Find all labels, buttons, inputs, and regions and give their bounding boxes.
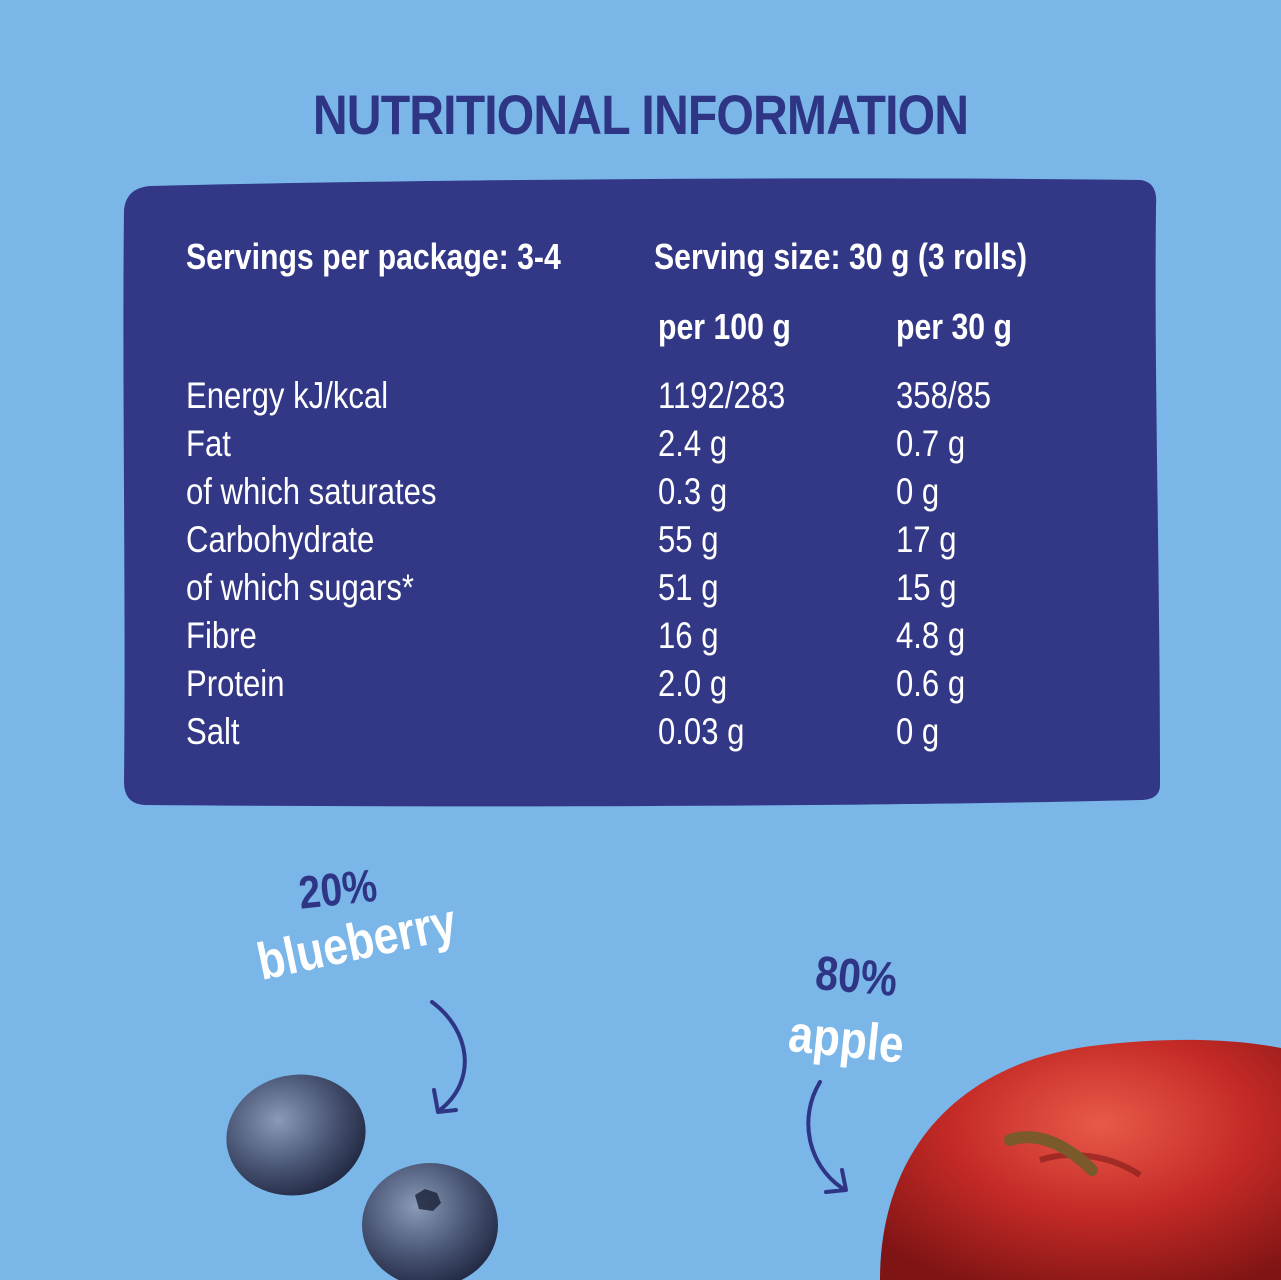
serving-size: Serving size: 30 g (3 rolls) bbox=[654, 236, 1028, 277]
nutrient-rows: Energy kJ/kcal 1192/283 358/85 Fat 2.4 g… bbox=[186, 372, 1106, 756]
nutrient-per100: 0.03 g bbox=[658, 711, 745, 752]
nutrient-name: Protein bbox=[186, 663, 285, 704]
nutrient-per30: 4.8 g bbox=[896, 615, 966, 656]
nutrient-per30: 17 g bbox=[896, 519, 957, 560]
table-row: Energy kJ/kcal 1192/283 358/85 bbox=[186, 372, 1106, 420]
table-row: Fat 2.4 g 0.7 g bbox=[186, 420, 1106, 468]
table-row: Salt 0.03 g 0 g bbox=[186, 708, 1106, 756]
nutrient-per30: 0 g bbox=[896, 711, 940, 752]
nutrient-per30: 0.6 g bbox=[896, 663, 966, 704]
nutrient-per100: 1192/283 bbox=[658, 375, 786, 416]
nutrient-per30: 0.7 g bbox=[896, 423, 966, 464]
nutrient-per100: 0.3 g bbox=[658, 471, 728, 512]
nutrient-per30: 15 g bbox=[896, 567, 957, 608]
nutrient-name: Energy kJ/kcal bbox=[186, 375, 389, 416]
nutrient-per100: 2.0 g bbox=[658, 663, 728, 704]
blueberry-icon bbox=[226, 1074, 498, 1280]
column-header-per100: per 100 g bbox=[658, 306, 791, 347]
blueberry-arrow-icon bbox=[430, 1000, 467, 1114]
apple-arrow-icon bbox=[806, 1080, 848, 1194]
nutrient-per30: 0 g bbox=[896, 471, 940, 512]
nutrient-name: Fat bbox=[186, 423, 231, 464]
table-row: of which saturates 0.3 g 0 g bbox=[186, 468, 1106, 516]
nutrient-per100: 51 g bbox=[658, 567, 719, 608]
nutrient-name: of which sugars* bbox=[186, 567, 415, 608]
nutrient-per100: 2.4 g bbox=[658, 423, 728, 464]
nutrient-name: of which saturates bbox=[186, 471, 437, 512]
table-row: Carbohydrate 55 g 17 g bbox=[186, 516, 1106, 564]
table-row: Protein 2.0 g 0.6 g bbox=[186, 660, 1106, 708]
nutrient-name: Fibre bbox=[186, 615, 257, 656]
table-row: of which sugars* 51 g 15 g bbox=[186, 564, 1106, 612]
column-header-per30: per 30 g bbox=[896, 306, 1012, 347]
nutrient-name: Salt bbox=[186, 711, 240, 752]
nutrient-per100: 16 g bbox=[658, 615, 719, 656]
page-title: NUTRITIONAL INFORMATION bbox=[312, 83, 969, 146]
nutrient-per100: 55 g bbox=[658, 519, 719, 560]
table-row: Fibre 16 g 4.8 g bbox=[186, 612, 1106, 660]
nutrient-per30: 358/85 bbox=[896, 375, 992, 416]
nutrient-name: Carbohydrate bbox=[186, 519, 375, 560]
servings-per-package: Servings per package: 3-4 bbox=[186, 236, 561, 277]
apple-icon bbox=[880, 1039, 1281, 1280]
